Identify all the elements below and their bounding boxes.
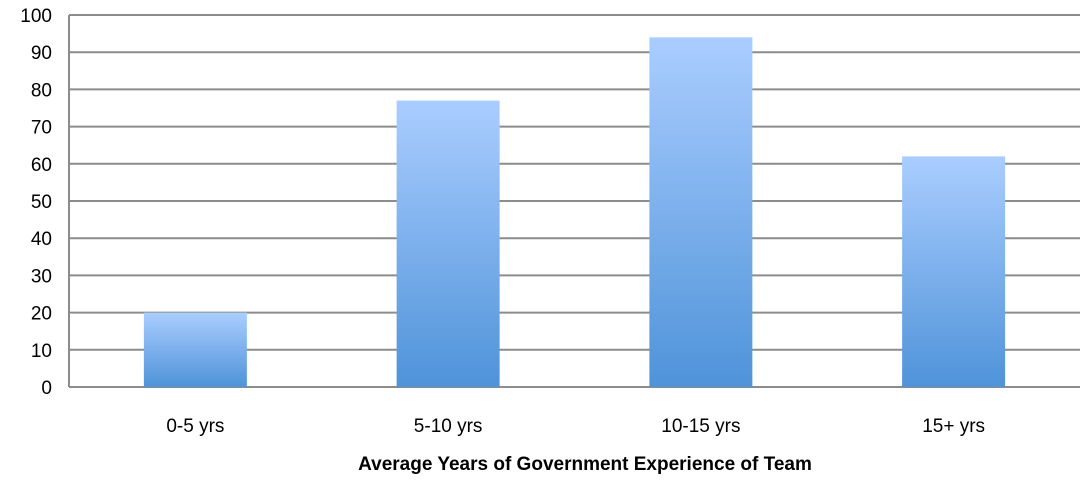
bar-5-10-yrs	[396, 100, 500, 387]
x-tick-label: 15+ yrs	[922, 416, 985, 437]
bar-10-15-yrs	[649, 37, 753, 387]
y-tick-label: 0	[41, 378, 52, 399]
y-tick-label: 70	[31, 118, 52, 139]
y-tick-label: 20	[31, 304, 52, 325]
y-axis-tick-labels: 0 10 20 30 40 50 60 70 80 90 100	[20, 6, 52, 399]
y-tick-label: 80	[31, 80, 52, 101]
bar-15-yrs	[902, 156, 1006, 387]
y-tick-label: 10	[31, 341, 52, 362]
y-tick-label: 100	[20, 6, 52, 27]
x-axis-tick-labels: 0-5 yrs 5-10 yrs 10-15 yrs 15+ yrs	[166, 416, 985, 437]
y-tick-label: 90	[31, 43, 52, 64]
y-tick-label: 50	[31, 192, 52, 213]
y-tick-label: 40	[31, 229, 52, 250]
x-tick-label: 10-15 yrs	[661, 416, 740, 437]
y-tick-label: 60	[31, 155, 52, 176]
bar-0-5-yrs	[143, 312, 247, 387]
x-tick-label: 0-5 yrs	[166, 416, 224, 437]
x-axis-title: Average Years of Government Experience o…	[358, 454, 812, 475]
y-tick-label: 30	[31, 266, 52, 287]
bars	[143, 37, 1006, 387]
x-tick-label: 5-10 yrs	[414, 416, 483, 437]
